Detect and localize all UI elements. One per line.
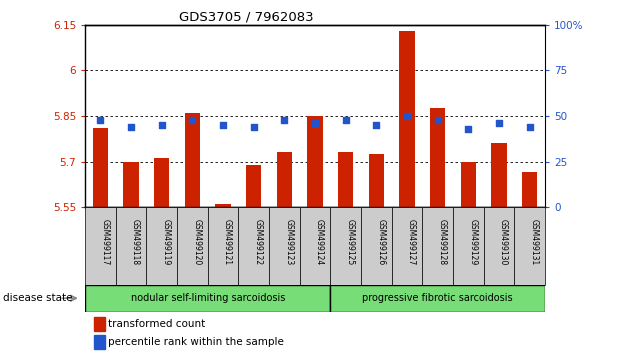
Bar	[246, 165, 261, 207]
Text: disease state: disease state	[3, 293, 72, 303]
Bar	[85, 285, 330, 312]
Bar	[269, 207, 300, 285]
Text: GSM499124: GSM499124	[315, 219, 324, 265]
Bar	[338, 152, 353, 207]
Point	[126, 124, 136, 130]
Point	[95, 117, 105, 122]
Text: GSM499125: GSM499125	[346, 219, 355, 265]
Bar	[514, 207, 545, 285]
Text: GSM499122: GSM499122	[254, 219, 263, 265]
Bar	[461, 161, 476, 207]
Text: GSM499127: GSM499127	[407, 219, 416, 265]
Point	[279, 117, 289, 122]
Point	[402, 113, 412, 119]
Bar	[422, 207, 453, 285]
Text: progressive fibrotic sarcoidosis: progressive fibrotic sarcoidosis	[362, 293, 513, 303]
Bar	[453, 207, 484, 285]
Bar	[208, 207, 238, 285]
Text: GSM499120: GSM499120	[192, 219, 202, 265]
Bar	[94, 335, 105, 349]
Bar	[146, 207, 177, 285]
Bar	[215, 204, 231, 207]
Point	[310, 120, 320, 126]
Bar	[330, 285, 545, 312]
Bar	[116, 207, 146, 285]
Bar	[491, 143, 507, 207]
Point	[218, 122, 228, 128]
Point	[249, 124, 259, 130]
Text: GSM499123: GSM499123	[284, 219, 294, 265]
Text: nodular self-limiting sarcoidosis: nodular self-limiting sarcoidosis	[130, 293, 285, 303]
Bar	[238, 207, 269, 285]
Text: GSM499130: GSM499130	[499, 219, 508, 265]
Point	[463, 126, 473, 132]
Point	[525, 124, 535, 130]
Bar	[392, 207, 422, 285]
Text: GSM499121: GSM499121	[223, 219, 232, 265]
Bar	[177, 207, 208, 285]
Bar	[369, 154, 384, 207]
Point	[433, 117, 443, 122]
Bar	[300, 207, 330, 285]
Point	[187, 117, 197, 122]
Point	[371, 122, 381, 128]
Text: GSM499128: GSM499128	[438, 219, 447, 265]
Text: GSM499119: GSM499119	[162, 219, 171, 265]
Point	[157, 122, 167, 128]
Bar	[430, 108, 445, 207]
Bar	[185, 113, 200, 207]
Bar	[399, 31, 415, 207]
Bar	[361, 207, 392, 285]
Text: GSM499129: GSM499129	[468, 219, 478, 265]
Bar	[277, 152, 292, 207]
Bar	[154, 159, 169, 207]
Point	[494, 120, 504, 126]
Bar	[307, 116, 323, 207]
Bar	[85, 207, 116, 285]
Bar	[93, 128, 108, 207]
Bar	[330, 207, 361, 285]
Bar	[123, 161, 139, 207]
Text: GSM499117: GSM499117	[100, 219, 110, 265]
Text: GSM499131: GSM499131	[530, 219, 539, 265]
Text: percentile rank within the sample: percentile rank within the sample	[108, 337, 284, 347]
Text: GSM499118: GSM499118	[131, 219, 140, 265]
Bar	[484, 207, 514, 285]
Point	[341, 117, 351, 122]
Bar	[94, 317, 105, 331]
Text: GSM499126: GSM499126	[376, 219, 386, 265]
Text: GDS3705 / 7962083: GDS3705 / 7962083	[179, 11, 313, 24]
Text: transformed count: transformed count	[108, 319, 205, 329]
Bar	[522, 172, 537, 207]
